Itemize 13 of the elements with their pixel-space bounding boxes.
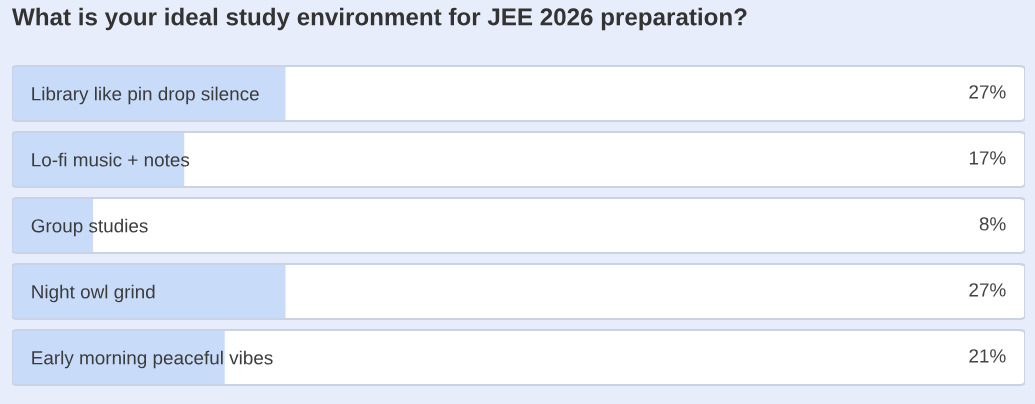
- y-tick-label: Early morning peaceful vibes: [32, 350, 273, 369]
- y-tick-label: Group studies: [31, 218, 148, 237]
- bar: [12, 264, 286, 319]
- data-label: 27%: [969, 283, 1006, 297]
- data-label: 8%: [979, 217, 1006, 231]
- y-tick-label: Night owl grind: [32, 284, 155, 303]
- bar: [12, 66, 286, 121]
- y-tick-label: Library like pin drop silence: [32, 86, 259, 105]
- data-label: 27%: [969, 85, 1006, 99]
- data-label: 21%: [969, 349, 1006, 363]
- data-label: 17%: [969, 151, 1006, 165]
- chart-title: What is your ideal study environment for JEE 2026 preparation?: [12, 7, 747, 31]
- y-tick-label: Lo-fi music + notes: [32, 152, 190, 167]
